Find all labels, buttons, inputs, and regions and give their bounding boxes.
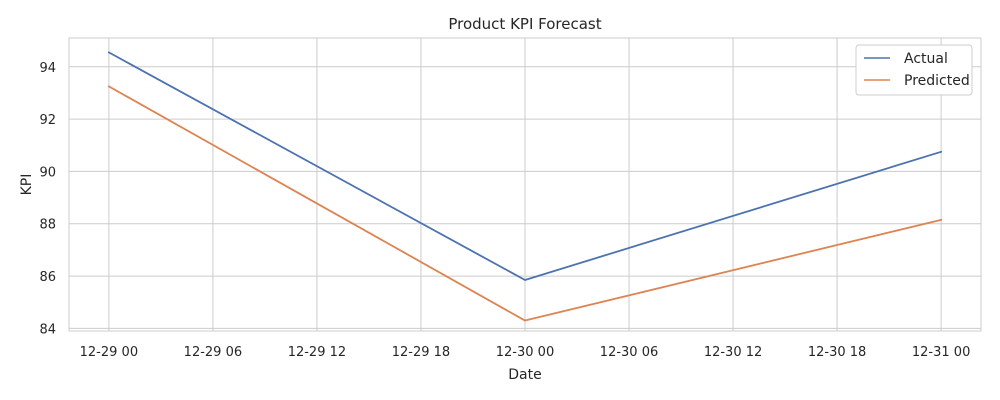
data-point-actual [107,51,110,54]
series-lines [107,51,943,322]
legend-label-actual: Actual [904,51,948,67]
y-tick-label: 88 [39,218,56,233]
x-tick-label: 12-30 18 [808,345,866,360]
legend: Actual Predicted [855,44,973,96]
y-tick-label: 94 [39,61,56,76]
x-tick-label: 12-31 00 [912,345,970,360]
y-tick-label: 90 [39,165,56,180]
data-point-predicted [524,319,526,322]
x-tick-label: 12-29 00 [80,345,138,360]
x-tick-label: 12-29 12 [288,345,346,360]
y-tick-labels: 84 86 88 90 92 94 [39,61,56,338]
y-tick-label: 86 [39,270,56,285]
y-tick-label: 92 [39,113,56,128]
x-tick-label: 12-30 00 [496,345,554,360]
x-tick-label: 12-30 12 [704,345,762,360]
data-point-actual [524,279,526,281]
data-point-predicted [940,218,943,221]
data-point-actual [940,150,943,153]
x-tick-label: 12-30 06 [600,345,658,360]
x-axis-label: Date [508,367,541,383]
x-tick-label: 12-29 18 [392,345,450,360]
y-tick-label: 84 [39,322,56,337]
x-tick-labels: 12-29 00 12-29 06 12-29 12 12-29 18 12-30 00… [80,345,971,360]
x-tick-label: 12-29 06 [184,345,242,360]
chart-title: Product KPI Forecast [448,15,601,33]
y-axis-label: KPI [19,174,35,196]
legend-label-predicted: Predicted [904,73,970,89]
y-gridlines [69,66,981,329]
data-point-predicted [107,85,110,88]
